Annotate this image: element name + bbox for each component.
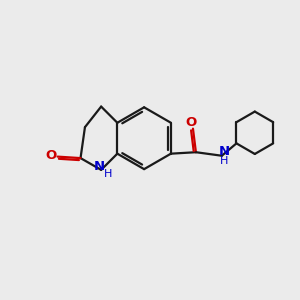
Text: N: N xyxy=(219,145,230,158)
Text: N: N xyxy=(94,160,105,173)
Text: H: H xyxy=(103,169,112,179)
Text: H: H xyxy=(220,156,228,166)
Text: O: O xyxy=(46,149,57,162)
Text: O: O xyxy=(186,116,197,129)
